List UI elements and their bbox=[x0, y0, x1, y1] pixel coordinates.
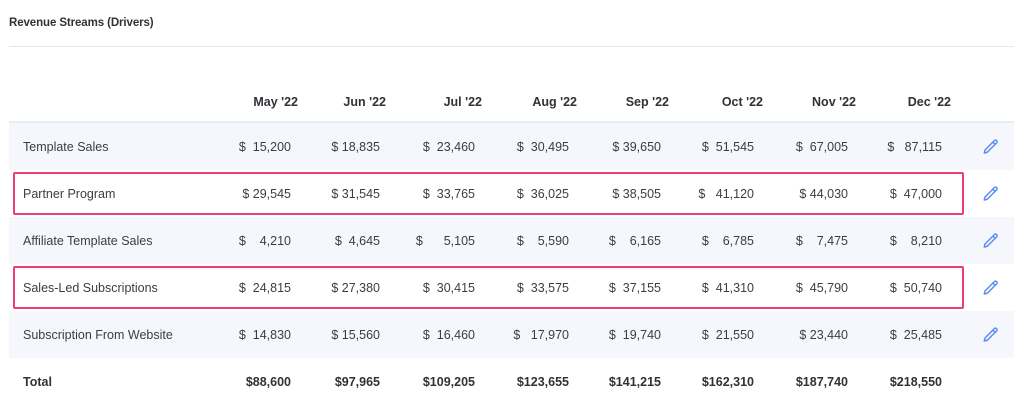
row-label: Affiliate Template Sales bbox=[23, 233, 153, 248]
edit-row-button[interactable] bbox=[979, 264, 1003, 311]
edit-row-button[interactable] bbox=[979, 311, 1003, 358]
cell-value: $ 15,200 bbox=[238, 139, 291, 154]
cell-value: $ 30,415 bbox=[422, 280, 475, 295]
table-row: Template Sales $ 15,200 $ 18,835 $ 23,46… bbox=[9, 123, 1014, 170]
column-header: Jun '22 bbox=[343, 95, 386, 109]
cell-value: $ 50,740 bbox=[889, 280, 942, 295]
cell-value: $ 30,495 bbox=[516, 139, 569, 154]
row-label: Partner Program bbox=[23, 186, 116, 201]
edit-row-button[interactable] bbox=[979, 217, 1003, 264]
cell-value: $ 5,590 bbox=[516, 233, 569, 248]
row-label: Template Sales bbox=[23, 139, 109, 154]
pencil-icon bbox=[983, 279, 998, 295]
row-label: Subscription From Website bbox=[23, 327, 173, 342]
header-divider bbox=[9, 121, 1014, 123]
column-header: Jul '22 bbox=[443, 95, 482, 109]
cell-value: $ 24,815 bbox=[238, 280, 291, 295]
table-row: Subscription From Website $ 14,830 $ 15,… bbox=[9, 311, 1014, 358]
cell-value: $ 27,380 bbox=[331, 280, 380, 295]
cell-value: $ 36,025 bbox=[516, 186, 569, 201]
cell-value: $ 67,005 bbox=[795, 139, 848, 154]
total-value: $162,310 bbox=[701, 374, 754, 389]
cell-value: $ 29,545 bbox=[242, 186, 291, 201]
cell-value: $ 33,765 bbox=[422, 186, 475, 201]
edit-row-button[interactable] bbox=[979, 170, 1003, 217]
column-header: Sep '22 bbox=[625, 95, 669, 109]
cell-value: $ 7,475 bbox=[795, 233, 848, 248]
section-title: Revenue Streams (Drivers) bbox=[9, 17, 154, 29]
column-header: Nov '22 bbox=[812, 95, 856, 109]
pencil-icon bbox=[983, 326, 998, 342]
total-value: $187,740 bbox=[795, 374, 848, 389]
pencil-icon bbox=[983, 232, 998, 248]
total-value: $109,205 bbox=[422, 374, 475, 389]
total-value: $218,550 bbox=[889, 374, 942, 389]
column-header: Oct '22 bbox=[721, 95, 763, 109]
total-value: $123,655 bbox=[516, 374, 569, 389]
cell-value: $ 51,545 bbox=[701, 139, 754, 154]
total-value: $141,215 bbox=[608, 374, 661, 389]
column-header: May '22 bbox=[253, 95, 298, 109]
cell-value: $ 6,165 bbox=[608, 233, 661, 248]
cell-value: $ 87,115 bbox=[887, 139, 942, 154]
total-label: Total bbox=[23, 374, 52, 389]
cell-value: $ 17,970 bbox=[513, 327, 569, 342]
cell-value: $ 18,835 bbox=[331, 139, 380, 154]
table-row: Affiliate Template Sales $ 4,210 $ 4,645… bbox=[9, 217, 1014, 264]
cell-value: $ 15,560 bbox=[331, 327, 380, 342]
row-label: Sales-Led Subscriptions bbox=[23, 280, 158, 295]
cell-value: $ 37,155 bbox=[608, 280, 661, 295]
cell-value: $ 41,120 bbox=[698, 186, 754, 201]
cell-value: $ 23,460 bbox=[422, 139, 475, 154]
cell-value: $ 25,485 bbox=[889, 327, 942, 342]
cell-value: $ 44,030 bbox=[799, 186, 848, 201]
column-header: Aug '22 bbox=[532, 95, 577, 109]
cell-value: $ 31,545 bbox=[331, 186, 380, 201]
cell-value: $ 4,210 bbox=[238, 233, 291, 248]
column-header: Dec '22 bbox=[907, 95, 951, 109]
table-row: Partner Program $ 29,545 $ 31,545 $ 33,7… bbox=[9, 170, 1014, 217]
title-divider bbox=[9, 46, 1014, 47]
cell-value: $ 38,505 bbox=[612, 186, 661, 201]
cell-value: $ 14,830 bbox=[238, 327, 291, 342]
pencil-icon bbox=[983, 185, 998, 201]
table-header-row: May '22 Jun '22 Jul '22 Aug '22 Sep '22 … bbox=[9, 83, 1014, 121]
total-value: $88,600 bbox=[245, 374, 291, 389]
edit-row-button[interactable] bbox=[979, 123, 1003, 170]
table-total-row: Total $88,600 $97,965 $109,205 $123,655 … bbox=[9, 358, 1014, 405]
table-row: Sales-Led Subscriptions $ 24,815 $ 27,38… bbox=[9, 264, 1014, 311]
cell-value: $ 4,645 bbox=[334, 233, 380, 248]
cell-value: $ 19,740 bbox=[608, 327, 661, 342]
cell-value: $ 23,440 bbox=[799, 327, 848, 342]
cell-value: $ 21,550 bbox=[701, 327, 754, 342]
cell-value: $ 47,000 bbox=[889, 186, 942, 201]
cell-value: $ 5,105 bbox=[415, 233, 475, 248]
cell-value: $ 39,650 bbox=[612, 139, 661, 154]
cell-value: $ 8,210 bbox=[889, 233, 942, 248]
cell-value: $ 45,790 bbox=[795, 280, 848, 295]
cell-value: $ 33,575 bbox=[516, 280, 569, 295]
pencil-icon bbox=[983, 138, 998, 154]
cell-value: $ 6,785 bbox=[701, 233, 754, 248]
cell-value: $ 41,310 bbox=[701, 280, 754, 295]
cell-value: $ 16,460 bbox=[422, 327, 475, 342]
total-value: $97,965 bbox=[334, 374, 380, 389]
